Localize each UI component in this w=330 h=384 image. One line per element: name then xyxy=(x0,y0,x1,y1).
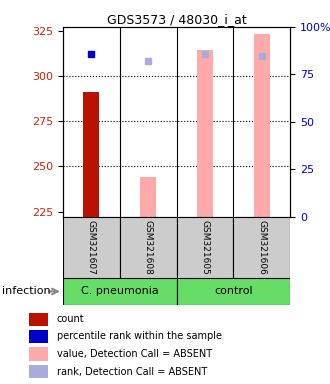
Bar xyxy=(29,348,48,361)
Text: GSM321606: GSM321606 xyxy=(257,220,266,275)
Bar xyxy=(29,365,48,378)
Bar xyxy=(254,34,270,217)
Bar xyxy=(63,278,177,305)
Bar xyxy=(83,92,99,217)
Bar xyxy=(197,50,213,217)
Bar xyxy=(177,217,233,278)
Text: percentile rank within the sample: percentile rank within the sample xyxy=(57,331,222,341)
Text: rank, Detection Call = ABSENT: rank, Detection Call = ABSENT xyxy=(57,367,207,377)
Text: C. pneumonia: C. pneumonia xyxy=(81,286,158,296)
Bar xyxy=(234,217,290,278)
Bar xyxy=(29,313,48,326)
Text: value, Detection Call = ABSENT: value, Detection Call = ABSENT xyxy=(57,349,212,359)
Bar xyxy=(140,177,156,217)
Bar xyxy=(29,330,48,343)
Bar xyxy=(63,217,119,278)
Text: GSM321608: GSM321608 xyxy=(144,220,152,275)
Text: infection: infection xyxy=(2,286,50,296)
Text: GSM321605: GSM321605 xyxy=(201,220,210,275)
Bar xyxy=(119,217,177,278)
Title: GDS3573 / 48030_i_at: GDS3573 / 48030_i_at xyxy=(107,13,247,26)
Bar xyxy=(177,278,290,305)
Text: GSM321607: GSM321607 xyxy=(87,220,96,275)
Text: count: count xyxy=(57,314,84,324)
Text: control: control xyxy=(214,286,253,296)
